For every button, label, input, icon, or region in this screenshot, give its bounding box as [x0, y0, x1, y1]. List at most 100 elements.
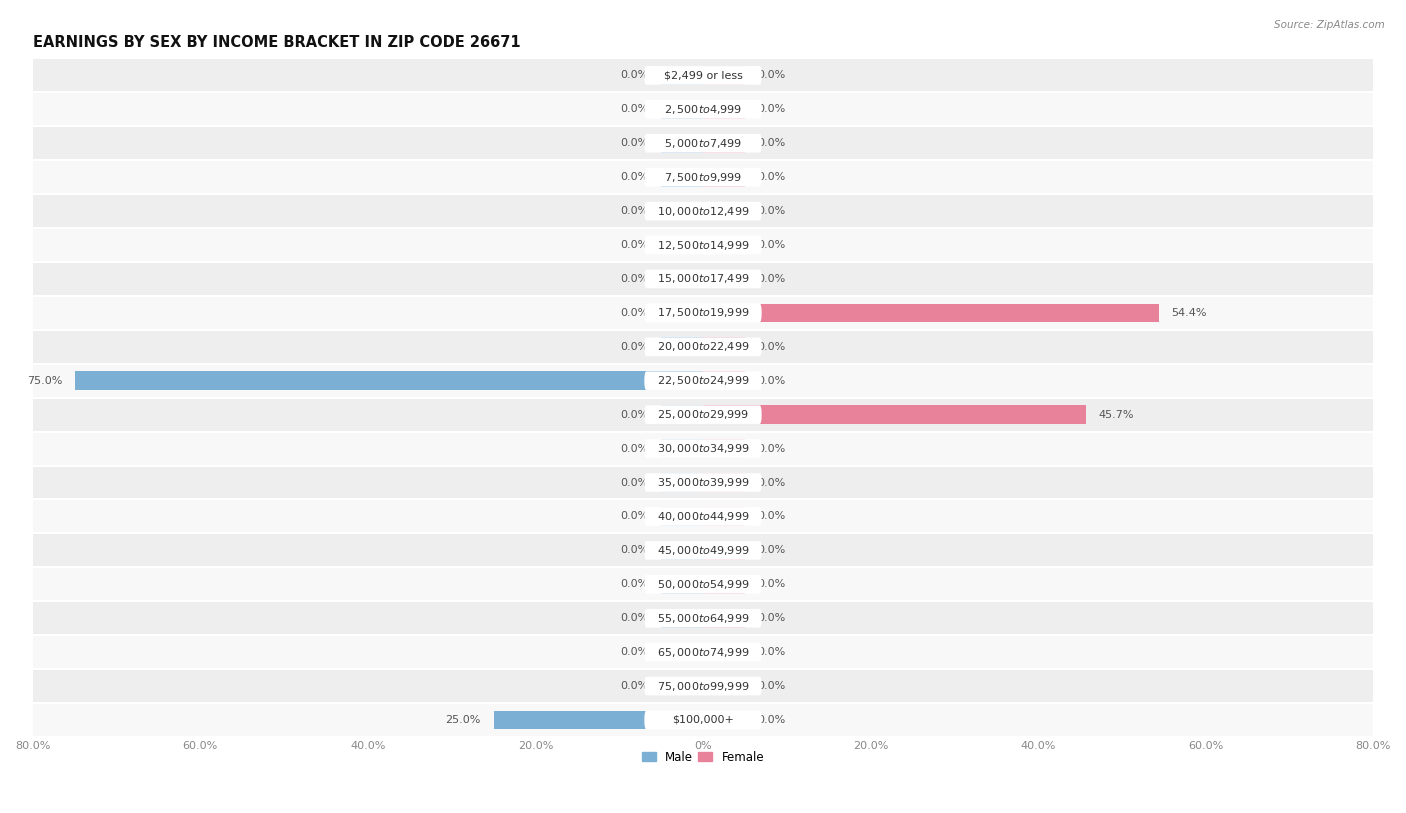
- FancyBboxPatch shape: [644, 439, 762, 458]
- Text: 0.0%: 0.0%: [620, 207, 648, 216]
- Bar: [661, 643, 703, 662]
- Text: 0.0%: 0.0%: [758, 613, 786, 624]
- Bar: [703, 270, 745, 289]
- FancyBboxPatch shape: [644, 575, 762, 593]
- Bar: [661, 66, 703, 85]
- Text: 0.0%: 0.0%: [620, 444, 648, 454]
- Bar: [661, 406, 703, 424]
- Bar: [703, 66, 745, 85]
- Bar: [661, 439, 703, 458]
- Text: 0.0%: 0.0%: [758, 341, 786, 352]
- FancyBboxPatch shape: [644, 507, 762, 526]
- FancyBboxPatch shape: [644, 202, 762, 220]
- Text: 0.0%: 0.0%: [758, 207, 786, 216]
- Text: 0.0%: 0.0%: [758, 580, 786, 589]
- Bar: [32, 59, 1374, 93]
- Text: 0.0%: 0.0%: [620, 308, 648, 318]
- Text: 0.0%: 0.0%: [758, 546, 786, 555]
- Bar: [703, 406, 1085, 424]
- Text: $22,500 to $24,999: $22,500 to $24,999: [657, 374, 749, 387]
- Text: 0.0%: 0.0%: [620, 647, 648, 657]
- Text: 0.0%: 0.0%: [620, 613, 648, 624]
- Bar: [661, 134, 703, 153]
- Bar: [703, 337, 745, 356]
- Text: 54.4%: 54.4%: [1171, 308, 1206, 318]
- Text: Source: ZipAtlas.com: Source: ZipAtlas.com: [1274, 20, 1385, 30]
- Text: $25,000 to $29,999: $25,000 to $29,999: [657, 408, 749, 421]
- FancyBboxPatch shape: [644, 303, 762, 322]
- Text: 75.0%: 75.0%: [27, 376, 62, 385]
- Bar: [32, 228, 1374, 262]
- Bar: [32, 398, 1374, 432]
- Bar: [703, 711, 745, 729]
- Bar: [32, 635, 1374, 669]
- Text: 0.0%: 0.0%: [620, 104, 648, 115]
- Bar: [32, 499, 1374, 533]
- Bar: [32, 602, 1374, 635]
- Bar: [703, 473, 745, 492]
- Text: $10,000 to $12,499: $10,000 to $12,499: [657, 205, 749, 218]
- Bar: [32, 567, 1374, 602]
- Text: 0.0%: 0.0%: [620, 138, 648, 148]
- FancyBboxPatch shape: [644, 236, 762, 254]
- FancyBboxPatch shape: [644, 609, 762, 628]
- Bar: [32, 194, 1374, 228]
- Bar: [703, 372, 745, 390]
- Text: EARNINGS BY SEX BY INCOME BRACKET IN ZIP CODE 26671: EARNINGS BY SEX BY INCOME BRACKET IN ZIP…: [32, 35, 520, 50]
- Bar: [661, 676, 703, 695]
- FancyBboxPatch shape: [644, 372, 762, 390]
- Bar: [494, 711, 703, 729]
- Bar: [32, 262, 1374, 296]
- Text: 0.0%: 0.0%: [758, 647, 786, 657]
- Text: $5,000 to $7,499: $5,000 to $7,499: [664, 137, 742, 150]
- Text: $55,000 to $64,999: $55,000 to $64,999: [657, 611, 749, 624]
- Text: 0.0%: 0.0%: [758, 172, 786, 182]
- Text: 0.0%: 0.0%: [620, 274, 648, 284]
- Text: 0.0%: 0.0%: [758, 444, 786, 454]
- Text: 0.0%: 0.0%: [620, 546, 648, 555]
- FancyBboxPatch shape: [644, 167, 762, 186]
- Bar: [661, 236, 703, 254]
- Text: $100,000+: $100,000+: [672, 715, 734, 725]
- Text: 0.0%: 0.0%: [620, 580, 648, 589]
- FancyBboxPatch shape: [644, 676, 762, 695]
- Bar: [661, 303, 703, 322]
- Bar: [661, 337, 703, 356]
- Bar: [703, 236, 745, 254]
- Text: 0.0%: 0.0%: [620, 172, 648, 182]
- Text: 0.0%: 0.0%: [620, 71, 648, 80]
- Bar: [32, 432, 1374, 466]
- Text: $45,000 to $49,999: $45,000 to $49,999: [657, 544, 749, 557]
- Bar: [32, 93, 1374, 126]
- Text: 0.0%: 0.0%: [620, 681, 648, 691]
- Bar: [661, 507, 703, 526]
- Text: $2,500 to $4,999: $2,500 to $4,999: [664, 102, 742, 115]
- Bar: [703, 134, 745, 153]
- Text: 0.0%: 0.0%: [758, 511, 786, 521]
- FancyBboxPatch shape: [644, 643, 762, 662]
- Bar: [703, 303, 1159, 322]
- Bar: [661, 202, 703, 220]
- Text: $7,500 to $9,999: $7,500 to $9,999: [664, 171, 742, 184]
- Text: 0.0%: 0.0%: [620, 511, 648, 521]
- Bar: [32, 363, 1374, 398]
- Text: 0.0%: 0.0%: [758, 477, 786, 488]
- Text: $75,000 to $99,999: $75,000 to $99,999: [657, 680, 749, 693]
- Bar: [661, 100, 703, 119]
- Text: $17,500 to $19,999: $17,500 to $19,999: [657, 307, 749, 320]
- FancyBboxPatch shape: [644, 66, 762, 85]
- Text: 0.0%: 0.0%: [620, 477, 648, 488]
- Text: 0.0%: 0.0%: [758, 715, 786, 725]
- Text: 0.0%: 0.0%: [758, 240, 786, 250]
- Bar: [703, 676, 745, 695]
- Legend: Male, Female: Male, Female: [637, 746, 769, 768]
- Text: 0.0%: 0.0%: [620, 240, 648, 250]
- FancyBboxPatch shape: [644, 541, 762, 559]
- Bar: [661, 575, 703, 593]
- Bar: [703, 575, 745, 593]
- Bar: [661, 270, 703, 289]
- Text: $35,000 to $39,999: $35,000 to $39,999: [657, 476, 749, 489]
- FancyBboxPatch shape: [644, 134, 762, 153]
- FancyBboxPatch shape: [644, 711, 762, 729]
- Text: $15,000 to $17,499: $15,000 to $17,499: [657, 272, 749, 285]
